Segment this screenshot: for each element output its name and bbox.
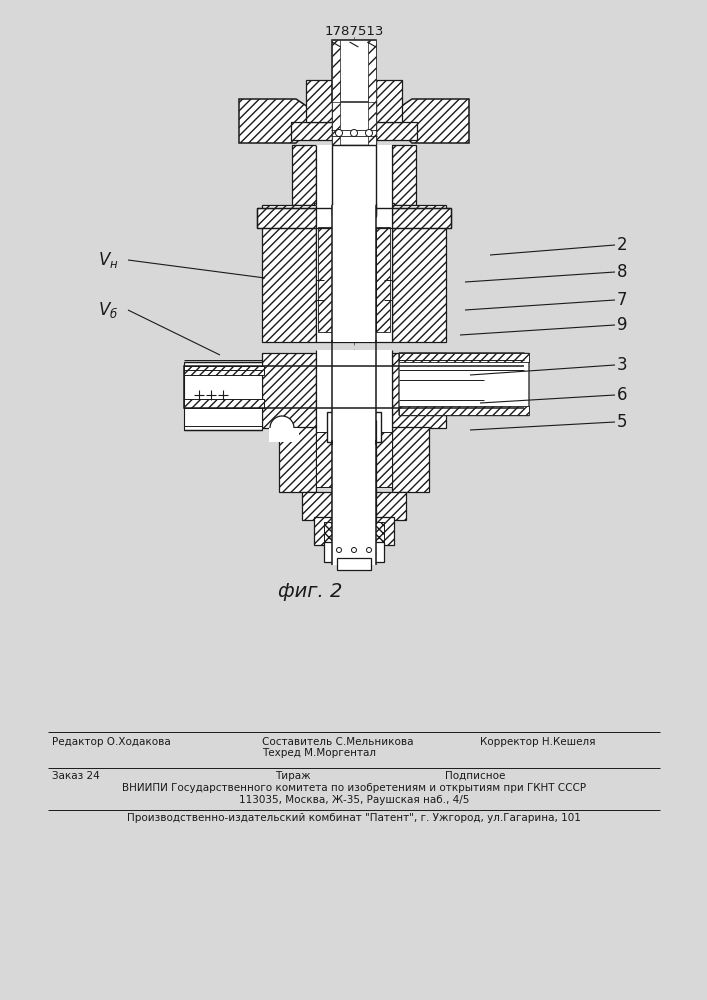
Circle shape xyxy=(336,129,342,136)
Polygon shape xyxy=(399,353,529,415)
Bar xyxy=(314,203,394,217)
Bar xyxy=(316,350,392,432)
Circle shape xyxy=(366,129,373,136)
Text: Заказ 24: Заказ 24 xyxy=(52,771,100,781)
Bar xyxy=(324,522,384,542)
Bar xyxy=(368,80,376,145)
Text: 8: 8 xyxy=(617,263,628,281)
Text: 3: 3 xyxy=(617,356,628,374)
Bar xyxy=(262,353,316,428)
Bar xyxy=(332,80,340,145)
Text: Тираж: Тираж xyxy=(275,771,310,781)
Bar xyxy=(399,353,529,362)
Bar xyxy=(184,366,309,408)
Circle shape xyxy=(337,548,341,552)
Text: ВНИИПИ Государственного комитета по изобретениям и открытиям при ГКНТ СССР: ВНИИПИ Государственного комитета по изоб… xyxy=(122,783,586,793)
Bar xyxy=(332,203,376,217)
Bar xyxy=(332,515,376,547)
Bar xyxy=(316,145,392,205)
Bar xyxy=(332,40,376,102)
Circle shape xyxy=(351,548,356,552)
Bar xyxy=(314,517,394,545)
Text: Составитель С.Мельникова: Составитель С.Мельникова xyxy=(262,737,414,747)
Text: Производственно-издательский комбинат "Патент", г. Ужгород, ул.Гагарина, 101: Производственно-издательский комбинат "П… xyxy=(127,813,581,823)
Circle shape xyxy=(351,129,358,136)
Bar xyxy=(392,145,416,205)
Text: Техред М.Моргентал: Техред М.Моргентал xyxy=(262,748,376,758)
Bar xyxy=(392,205,446,342)
Text: 5: 5 xyxy=(617,413,628,431)
Bar xyxy=(332,40,340,102)
Bar xyxy=(392,353,446,428)
Text: $V_н$: $V_н$ xyxy=(98,250,119,270)
Bar xyxy=(332,145,376,215)
Bar xyxy=(332,40,376,102)
Bar xyxy=(291,122,417,140)
Bar xyxy=(279,427,316,492)
Text: 7: 7 xyxy=(617,291,628,309)
Bar xyxy=(302,492,406,520)
Bar xyxy=(306,80,402,122)
Bar xyxy=(337,558,371,570)
Text: 113035, Москва, Ж-35, Раушская наб., 4/5: 113035, Москва, Ж-35, Раушская наб., 4/5 xyxy=(239,795,469,805)
Bar xyxy=(392,208,451,228)
Text: фиг. 2: фиг. 2 xyxy=(278,582,342,601)
Polygon shape xyxy=(239,99,308,143)
Text: Редактор О.Ходакова: Редактор О.Ходакова xyxy=(52,737,171,747)
Bar xyxy=(292,145,316,205)
Bar xyxy=(184,399,264,408)
Text: 9: 9 xyxy=(617,316,628,334)
Bar xyxy=(184,366,264,375)
Circle shape xyxy=(270,416,294,440)
Bar xyxy=(376,432,392,487)
Bar xyxy=(399,366,524,408)
Polygon shape xyxy=(184,362,262,430)
Bar xyxy=(316,205,392,342)
Text: Подписное: Подписное xyxy=(445,771,506,781)
Bar xyxy=(318,227,332,332)
Bar xyxy=(332,410,376,445)
Bar xyxy=(332,145,376,215)
Polygon shape xyxy=(400,99,469,143)
Text: $V_б$: $V_б$ xyxy=(98,300,118,320)
Bar xyxy=(332,205,376,342)
Bar xyxy=(332,522,376,544)
Bar xyxy=(332,227,376,332)
Text: 6: 6 xyxy=(617,386,628,404)
Bar xyxy=(269,428,299,442)
Circle shape xyxy=(366,548,371,552)
Bar xyxy=(257,208,316,228)
Bar xyxy=(316,432,332,487)
Bar xyxy=(332,490,376,522)
Bar xyxy=(392,427,429,492)
Text: Корректор Н.Кешеля: Корректор Н.Кешеля xyxy=(480,737,595,747)
Text: 2: 2 xyxy=(617,236,628,254)
Bar xyxy=(368,40,376,102)
Bar xyxy=(332,440,376,565)
Bar xyxy=(399,406,529,415)
Bar xyxy=(262,205,316,342)
Bar xyxy=(332,80,376,145)
Text: 1787513: 1787513 xyxy=(325,25,384,38)
Bar xyxy=(327,412,381,442)
Bar xyxy=(376,227,390,332)
Bar xyxy=(332,420,376,495)
Bar xyxy=(332,80,376,145)
Bar xyxy=(324,542,384,562)
